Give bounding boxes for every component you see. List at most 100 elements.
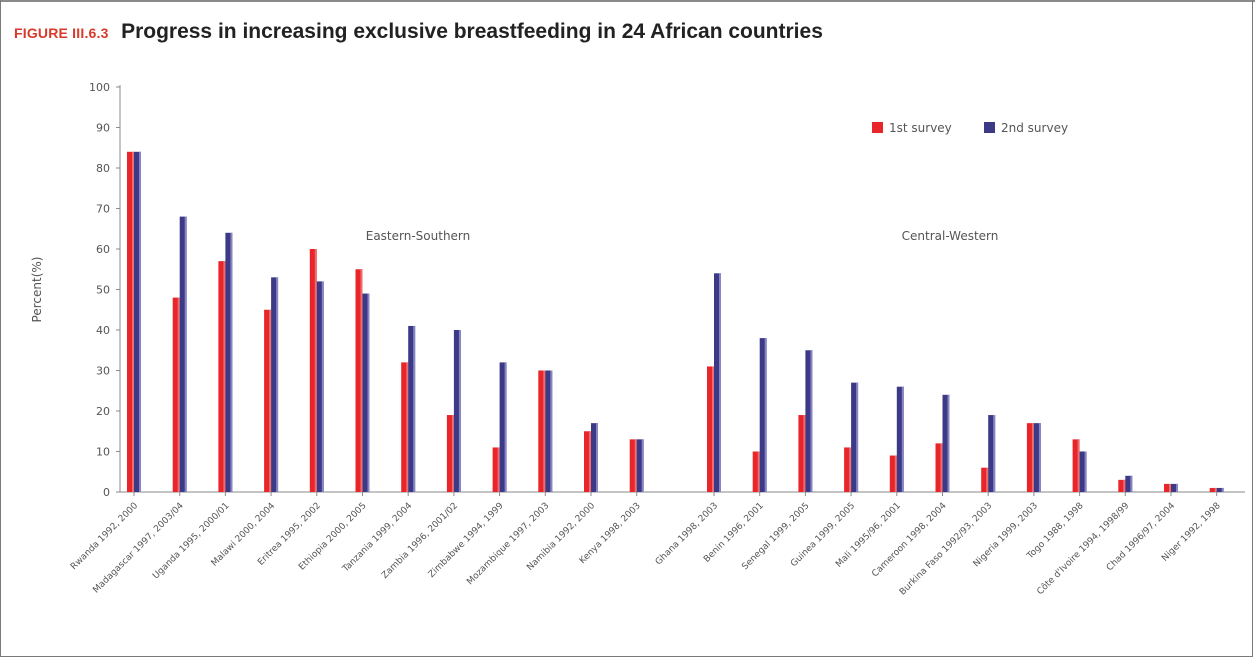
- x-tick-label: Mozambique 1997, 2003: [465, 501, 551, 587]
- bar-2nd-survey: [1033, 423, 1041, 492]
- bar-2nd-survey: [851, 382, 859, 492]
- bar-2nd-survey-highlight: [1176, 483, 1178, 492]
- bar-1st-survey: [752, 451, 760, 492]
- bar-1st-survey: [1072, 439, 1080, 492]
- bar-2nd-survey-highlight: [276, 277, 279, 492]
- bar-2nd-survey: [1216, 487, 1224, 492]
- bar-1st-survey-highlight: [497, 447, 500, 492]
- y-tick-label: 100: [89, 81, 110, 94]
- bar-1st-survey-highlight: [177, 297, 180, 492]
- y-axis-label: Percent(%): [30, 257, 44, 323]
- bar-1st-survey: [629, 439, 637, 492]
- bar-1st-survey: [844, 447, 852, 492]
- bar-1st-survey-highlight: [543, 370, 546, 492]
- x-tick-label: Cameroon 1998, 2004: [870, 501, 948, 579]
- y-tick-label: 70: [96, 203, 110, 216]
- bar-2nd-survey-highlight: [764, 338, 767, 492]
- y-tick-label: 0: [103, 486, 110, 499]
- bar-2nd-survey: [591, 423, 598, 492]
- bar-1st-survey-highlight: [360, 269, 363, 492]
- y-tick-label: 30: [96, 365, 110, 378]
- bar-2nd-survey-highlight: [504, 362, 507, 492]
- bar-2nd-survey-highlight: [230, 232, 233, 493]
- bar-2nd-survey-highlight: [413, 325, 416, 492]
- group-annotation: Eastern-Southern: [366, 229, 471, 243]
- bar-1st-survey-highlight: [1169, 483, 1171, 492]
- bar-2nd-survey: [636, 439, 644, 492]
- bar-1st-survey-highlight: [589, 431, 591, 492]
- bar-1st-survey-highlight: [940, 443, 943, 492]
- legend-label-1: 1st survey: [889, 121, 952, 135]
- bar-1st-survey: [446, 415, 454, 492]
- bar-1st-survey-highlight: [803, 415, 806, 492]
- bar-1st-survey: [264, 309, 272, 492]
- x-tick-label: Uganda 1995, 2000/01: [151, 501, 231, 581]
- bar-2nd-survey-highlight: [719, 273, 721, 492]
- bar-1st-survey: [127, 151, 134, 493]
- bar-1st-survey: [218, 261, 226, 492]
- bar-1st-survey: [981, 467, 989, 492]
- bar-2nd-survey-highlight: [1221, 487, 1224, 492]
- bar-1st-survey-highlight: [1123, 479, 1126, 492]
- bar-2nd-survey: [759, 338, 767, 492]
- bar-1st-survey: [172, 297, 180, 492]
- figure-label: FIGURE III.6.3: [14, 25, 109, 41]
- bar-2nd-survey-highlight: [1038, 423, 1041, 492]
- bar-2nd-survey-highlight: [550, 370, 553, 492]
- group-annotation: Central-Western: [902, 229, 999, 243]
- bar-2nd-survey: [225, 232, 233, 493]
- bar-2nd-survey-highlight: [1084, 451, 1087, 492]
- bar-1st-survey-highlight: [1077, 439, 1080, 492]
- bar-2nd-survey: [408, 325, 416, 492]
- bar-2nd-survey-highlight: [596, 423, 598, 492]
- y-tick-label: 10: [96, 446, 110, 459]
- bar-1st-survey: [798, 415, 806, 492]
- bar-2nd-survey: [134, 151, 141, 493]
- bar-2nd-survey: [714, 273, 721, 492]
- bar-1st-survey-highlight: [634, 439, 637, 492]
- bar-1st-survey: [492, 447, 500, 492]
- bar-2nd-survey-highlight: [458, 330, 461, 492]
- bar-1st-survey: [889, 455, 897, 492]
- bar-1st-survey-highlight: [757, 451, 760, 492]
- bar-2nd-survey-highlight: [856, 382, 859, 492]
- bar-2nd-survey: [545, 370, 553, 492]
- bar-1st-survey: [355, 269, 363, 492]
- x-tick-label: Madagascar 1997, 2003/04: [91, 501, 186, 596]
- y-tick-label: 60: [96, 243, 110, 256]
- bar-2nd-survey-highlight: [993, 415, 996, 492]
- bar-2nd-survey: [316, 281, 324, 492]
- bar-1st-survey: [1164, 483, 1171, 492]
- bar-2nd-survey-highlight: [641, 439, 644, 492]
- top-rule: [0, 0, 1255, 2]
- y-tick-label: 40: [96, 324, 110, 337]
- legend-swatch-1: [872, 122, 883, 133]
- bar-2nd-survey: [1171, 483, 1178, 492]
- bar-1st-survey-highlight: [269, 309, 272, 492]
- legend-label-2: 2nd survey: [1001, 121, 1068, 135]
- bar-2nd-survey: [988, 415, 996, 492]
- x-tick-label: Zimbabwe 1994, 1999: [427, 501, 506, 580]
- bar-2nd-survey: [453, 330, 461, 492]
- figure-header: FIGURE III.6.3 Progress in increasing ex…: [14, 20, 823, 44]
- legend-swatch-2: [984, 122, 995, 133]
- bar-1st-survey-highlight: [986, 467, 989, 492]
- bar-1st-survey-highlight: [1031, 423, 1034, 492]
- bar-2nd-survey-highlight: [810, 350, 813, 492]
- bar-1st-survey: [935, 443, 943, 492]
- bar-2nd-survey-highlight: [321, 281, 324, 492]
- bar-1st-survey: [584, 431, 591, 492]
- bar-1st-survey: [1209, 487, 1217, 492]
- y-tick-label: 20: [96, 405, 110, 418]
- bar-2nd-survey: [499, 362, 507, 492]
- bar-1st-survey: [309, 249, 317, 492]
- bar-1st-survey: [1118, 479, 1126, 492]
- x-tick-label: Zambia 1996, 2001/02: [380, 501, 460, 581]
- bar-1st-survey-highlight: [314, 249, 317, 492]
- bar-2nd-survey: [942, 394, 950, 492]
- bar-2nd-survey: [1125, 475, 1133, 492]
- x-tick-label: Côte d'Ivoire 1994, 1998/99: [1035, 500, 1132, 597]
- bar-2nd-survey: [179, 216, 187, 492]
